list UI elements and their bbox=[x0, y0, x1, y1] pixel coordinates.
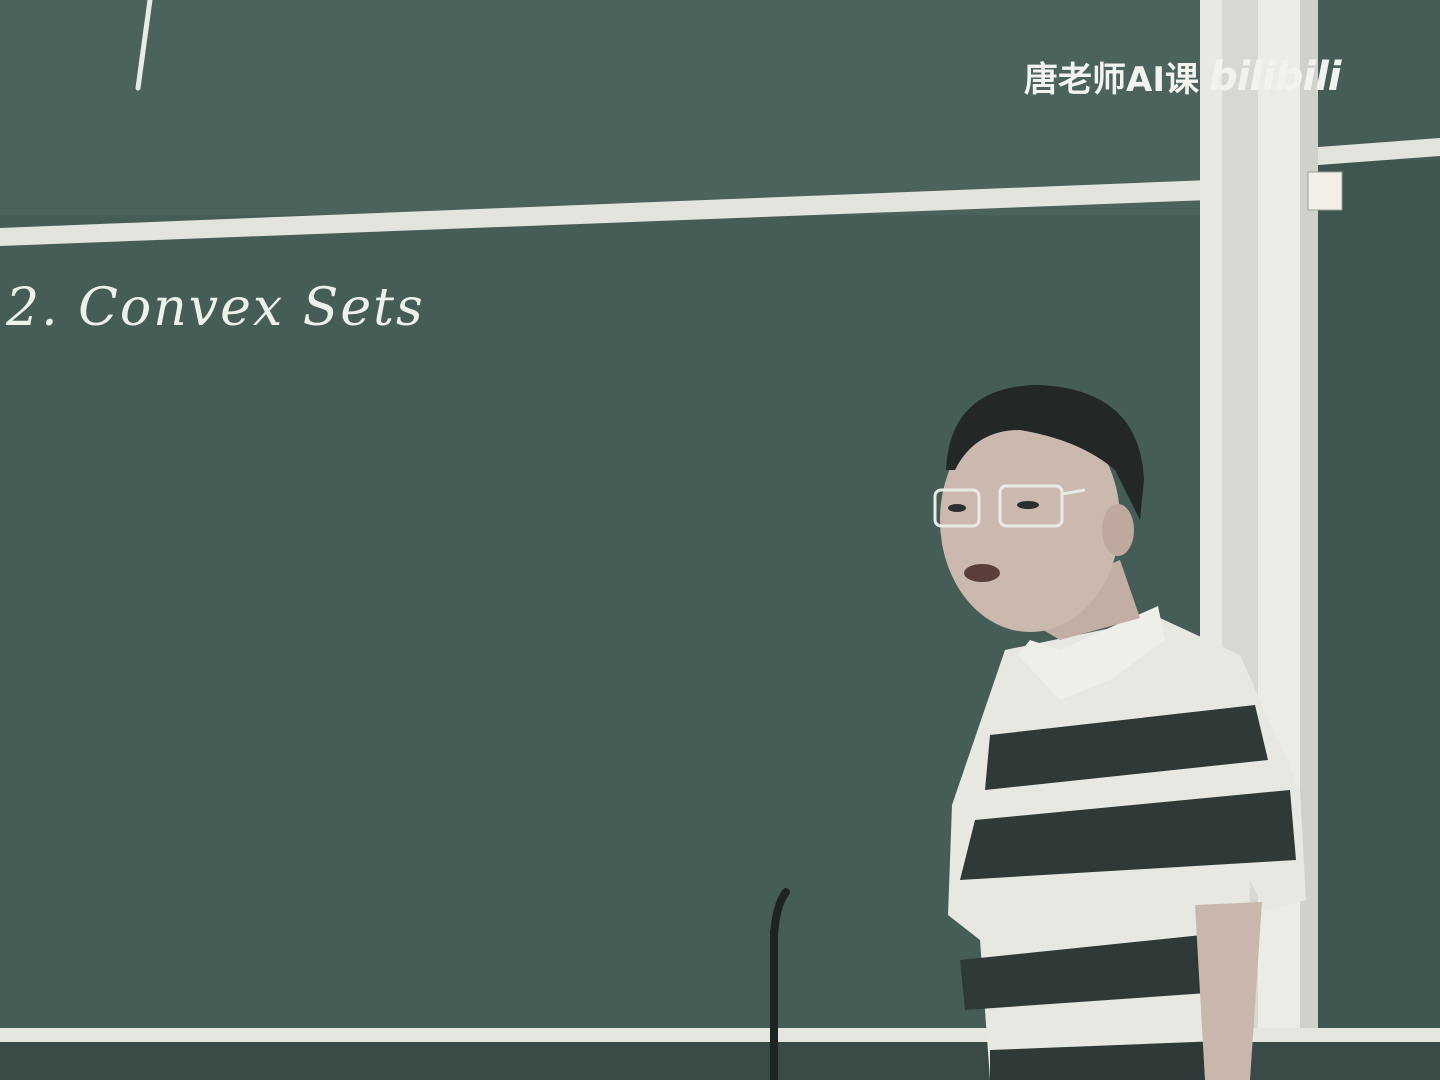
right-arm bbox=[1195, 902, 1262, 1080]
eye bbox=[1017, 501, 1039, 509]
channel-watermark: 唐老师AI课 bilibili bbox=[1024, 52, 1341, 101]
board-frame-rail-right bbox=[1305, 138, 1440, 166]
shirt-stripe bbox=[960, 930, 1250, 1010]
eyeglasses-arm bbox=[1061, 488, 1086, 496]
lecturer bbox=[933, 385, 1306, 1080]
hair bbox=[946, 385, 1144, 520]
watermark-channel-name: 唐老师AI课 bbox=[1024, 60, 1199, 100]
eyeglasses-right-lens bbox=[998, 484, 1064, 528]
board-frame-post-edge bbox=[1300, 0, 1318, 1080]
mouth bbox=[964, 564, 1000, 582]
blackboard-heading: 2. Convex Sets bbox=[6, 278, 425, 338]
board-frame-rail-top bbox=[0, 180, 1210, 246]
shirt-stripe bbox=[960, 790, 1296, 880]
chalk-stroke bbox=[135, 0, 153, 91]
ear bbox=[1102, 504, 1134, 556]
bilibili-logo: bilibili bbox=[1208, 53, 1342, 100]
sticker bbox=[1307, 171, 1343, 211]
shirt-stripe bbox=[985, 705, 1268, 790]
eyeglasses-left-lens bbox=[933, 488, 981, 528]
microphone-stand bbox=[770, 930, 778, 1080]
blackboard-right-panel bbox=[1318, 160, 1440, 1080]
microphone-gooseneck bbox=[770, 888, 790, 939]
shirt-stripe bbox=[990, 1040, 1245, 1080]
shirt-collar bbox=[1018, 606, 1165, 700]
blackboard-upper-panel bbox=[0, 0, 1210, 215]
eye bbox=[948, 504, 966, 512]
